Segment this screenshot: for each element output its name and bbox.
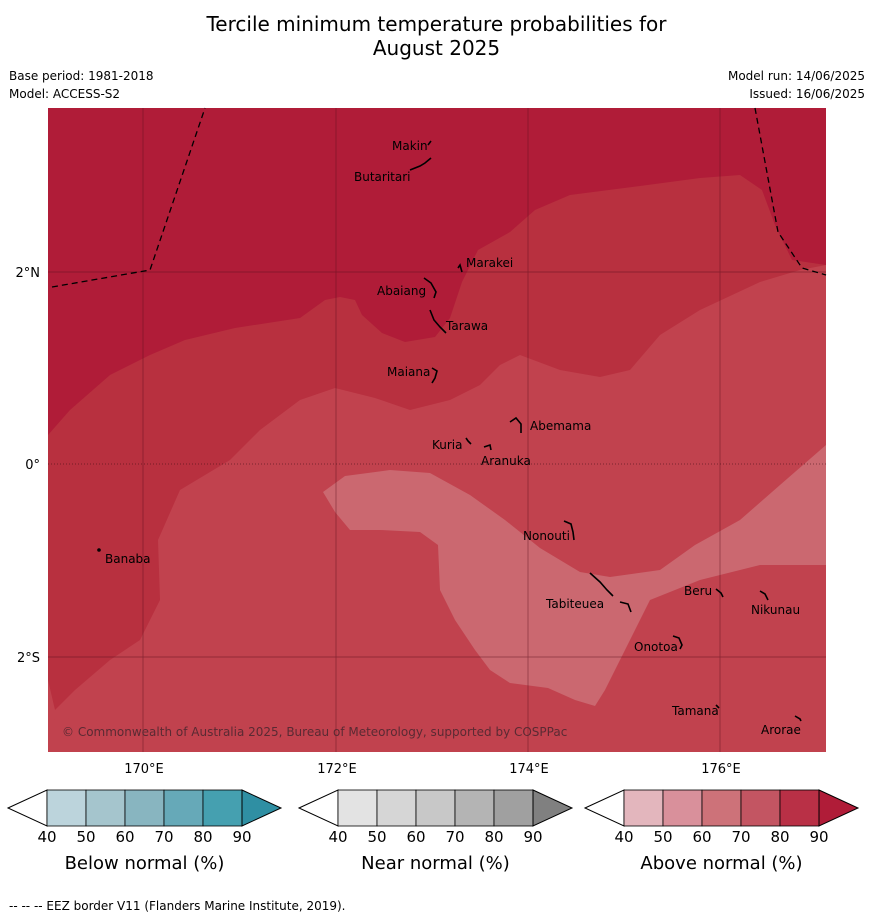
colorbar-tick-label: 60 [406,828,426,846]
colorbar-title: Above normal (%) [640,853,803,874]
colorbar-extend-high [818,789,860,827]
lat-label-0: 0° [25,458,40,473]
lat-axis-labels: 2°N 0° 2°S [16,266,41,666]
region-above-60 [323,445,826,706]
colorbar-extend-low [583,789,625,827]
colorbar-extend-low [297,789,339,827]
colorbar-tick-label: 50 [367,828,387,846]
colorbar-segment [202,789,243,827]
colorbar-tick-label: 40 [328,828,348,846]
base-period: Base period: 1981-2018 [9,69,154,83]
model-name: Model: ACCESS-S2 [9,87,121,101]
colorbar-extend-high [532,789,574,827]
place-abemama: Abemama [530,419,591,433]
place-abaiang: Abaiang [377,284,426,298]
colorbar-segment [376,789,417,827]
colorbar-extend-high [241,789,283,827]
place-labels: Makin Butaritari Marakei Abaiang Tarawa … [105,139,801,737]
lon-label-174e: 174°E [509,762,549,777]
islands [97,140,802,722]
map-title: Tercile minimum temperature probabilitie… [0,12,873,60]
colorbar-segment [454,789,495,827]
colorbar-tick-label: 50 [76,828,96,846]
graticule [48,108,826,752]
place-tarawa: Tarawa [445,319,488,333]
colorbar-segment [163,789,204,827]
lon-axis-labels: 170°E 172°E 174°E 176°E [124,762,741,777]
colorbar-segment [337,789,378,827]
colorbar-tick-label: 70 [445,828,465,846]
colorbar-segment [779,789,820,827]
meta-left: Base period: 1981-2018 Model: ACCESS-S2 [9,67,154,103]
place-beru: Beru [684,584,712,598]
colorbar-title: Near normal (%) [361,853,510,874]
colorbar-tick-label: 90 [232,828,252,846]
colorbar-tick-label: 50 [653,828,673,846]
colorbar-segment [623,789,664,827]
place-tabiteuea: Tabiteuea [545,597,604,611]
region-above-70-lower [48,718,250,752]
probability-field [48,108,826,752]
lat-label-2n: 2°N [16,266,41,281]
colorbar-2 [297,789,574,827]
place-butaritari: Butaritari [354,170,411,184]
place-marakei: Marakei [466,256,513,270]
colorbar-tick-label: 60 [115,828,135,846]
colorbar-tick-label: 40 [614,828,634,846]
title-line-2: August 2025 [372,36,501,60]
colorbar-segment [740,789,781,827]
lon-label-172e: 172°E [317,762,357,777]
place-nonouti: Nonouti [523,529,570,543]
colorbar-tick-label: 40 [37,828,57,846]
place-onotoa: Onotoa [634,640,678,654]
meta-right: Model run: 14/06/2025 Issued: 16/06/2025 [728,67,865,103]
colorbar-tick-label: 90 [809,828,829,846]
eez-footnote: -- -- -- EEZ border V11 (Flanders Marine… [9,899,346,913]
colorbar-segment [46,789,87,827]
place-arorae: Arorae [761,723,801,737]
colorbar-title: Below normal (%) [64,853,225,874]
colorbar-segment [493,789,534,827]
colorbar-tick-label: 70 [154,828,174,846]
colorbar-segment [662,789,703,827]
colorbar-3 [583,789,860,827]
colorbar-1 [6,789,283,827]
place-banaba: Banaba [105,552,151,566]
map-copyright: © Commonwealth of Australia 2025, Bureau… [62,725,567,739]
colorbar-segment [124,789,165,827]
place-aranuka: Aranuka [481,454,531,468]
lon-label-176e: 176°E [701,762,741,777]
place-makin: Makin [392,139,428,153]
eez-border [51,107,827,288]
title-line-1: Tercile minimum temperature probabilitie… [206,12,667,36]
colorbar-tick-label: 70 [731,828,751,846]
colorbar-tick-label: 80 [770,828,790,846]
colorbar-tick-label: 80 [193,828,213,846]
place-nikunau: Nikunau [751,603,800,617]
place-tamana: Tamana [671,704,719,718]
colorbar-segment [701,789,742,827]
colorbars [6,789,860,827]
colorbar-segment [85,789,126,827]
place-maiana: Maiana [387,365,430,379]
colorbar-extend-low [6,789,48,827]
lon-label-170e: 170°E [124,762,164,777]
colorbar-tick-label: 90 [523,828,543,846]
colorbar-segment [415,789,456,827]
place-kuria: Kuria [432,438,463,452]
colorbar-tick-label: 60 [692,828,712,846]
colorbar-tick-label: 80 [484,828,504,846]
issued-date: Issued: 16/06/2025 [749,87,865,101]
lat-label-2s: 2°S [17,651,40,666]
model-run: Model run: 14/06/2025 [727,69,865,83]
